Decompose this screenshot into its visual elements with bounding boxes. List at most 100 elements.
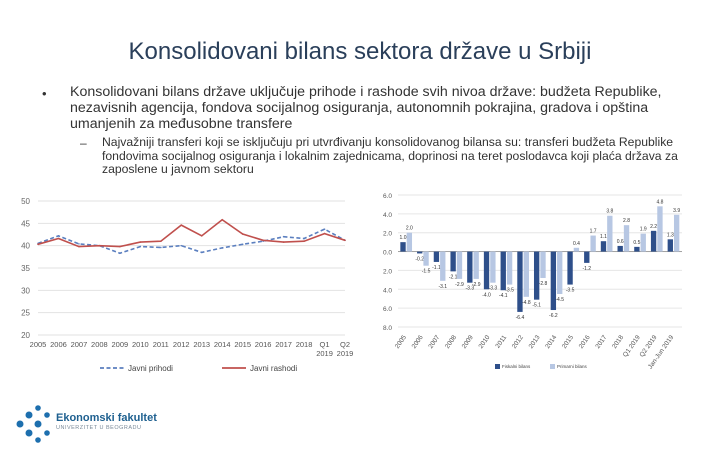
x-tick-label: 2013 — [193, 340, 210, 349]
legend-label: Javni prihodi — [128, 364, 173, 373]
expenditure-series-line — [37, 218, 346, 248]
data-point — [119, 245, 121, 248]
bar-value-label: -3.5 — [566, 288, 575, 294]
bar-value-label: -4.8 — [522, 300, 531, 306]
x-tick-label: 2009 — [112, 340, 129, 349]
bar-value-label: -2.9 — [455, 282, 464, 288]
data-point — [221, 218, 223, 221]
bar — [467, 251, 473, 283]
bar — [607, 215, 613, 252]
legend-label: Fiskalni bilans — [502, 364, 531, 369]
data-point — [241, 233, 244, 235]
bar — [567, 251, 573, 285]
x-tick-sublabel: 2019 — [316, 349, 333, 358]
data-point — [200, 251, 203, 254]
x-tick-label: 2010 — [132, 340, 149, 349]
bar-value-label: -4.5 — [555, 297, 564, 303]
bar-value-label: 2.2 — [650, 224, 657, 230]
bar-value-label: -6.2 — [549, 313, 558, 319]
bar — [600, 241, 607, 252]
data-point — [221, 247, 223, 249]
data-point — [180, 244, 183, 247]
x-tick-label: Q2 — [340, 340, 350, 349]
y-tick-label: 6.0 — [383, 193, 392, 200]
bar — [517, 251, 523, 312]
fiscal-balance-bar-chart: 6.04.02.00.02.04.06.08.01.0-0.2-1.1-2.1-… — [383, 193, 682, 370]
bar — [533, 251, 540, 300]
university-logo-icon — [16, 405, 50, 443]
x-tick-label: 2008 — [444, 334, 458, 350]
x-tick-label: 2006 — [50, 340, 67, 349]
data-point — [303, 240, 305, 242]
slide-title: Konsolidovani bilans sektora države u Sr… — [128, 38, 592, 65]
x-tick-label: 2015 — [234, 340, 251, 349]
bar-value-label: 1.7 — [590, 229, 597, 235]
x-tick-label: 2016 — [578, 334, 592, 350]
x-tick-label: 2011 — [153, 340, 169, 349]
y-tick-label: 30 — [21, 286, 30, 295]
logo-subtitle: UNIVERZITET U BEOGRADU — [56, 425, 142, 431]
bullet-text: Konsolidovani bilans države uključuje pr… — [70, 84, 662, 132]
data-point — [78, 245, 80, 248]
bar — [523, 251, 529, 297]
bar-value-label: -4.1 — [499, 293, 508, 299]
bar-value-label: 0.6 — [617, 239, 624, 245]
data-point — [303, 237, 305, 240]
data-point — [119, 252, 121, 255]
data-point — [282, 235, 285, 238]
bar-value-label: -3.3 — [489, 286, 498, 292]
bar — [417, 251, 423, 254]
x-tick-label: 2013 — [528, 334, 542, 350]
bar — [433, 251, 440, 262]
bar-value-label: 0.4 — [573, 241, 580, 247]
x-tick-label: 2007 — [71, 340, 88, 349]
x-tick-label: 2014 — [544, 334, 558, 350]
x-tick-label: 2012 — [511, 334, 525, 350]
bar-value-label: -2.8 — [539, 281, 548, 287]
bar — [440, 251, 446, 281]
y-tick-label: 35 — [21, 264, 30, 273]
bar-value-label: -3.1 — [438, 284, 447, 290]
x-tick-label: 2017 — [594, 334, 608, 350]
bar-value-label: -3.3 — [466, 286, 475, 292]
bar-value-label: 3.9 — [673, 208, 680, 214]
data-point — [78, 243, 80, 245]
y-tick-label: 2.0 — [383, 268, 392, 275]
bar-value-label: 1.1 — [600, 234, 607, 240]
bar-value-label: -2.1 — [449, 274, 458, 280]
bar-value-label: -1.2 — [582, 266, 591, 272]
x-tick-label: 2018 — [611, 334, 625, 350]
bar — [550, 251, 557, 311]
bar-value-label: 3.8 — [606, 209, 613, 215]
data-point — [37, 243, 39, 246]
bar — [506, 251, 513, 285]
bar — [584, 251, 590, 263]
bar — [623, 225, 630, 252]
data-point — [323, 232, 326, 235]
revenue-expenditure-line-chart: 20 25 30 35 40 45 50 2005 2006 2007 2008 2009 2010 20… — [21, 197, 353, 373]
revenue-series-line — [37, 228, 346, 255]
data-point — [139, 245, 142, 248]
bar — [650, 230, 657, 252]
bar-value-label: 1.9 — [640, 227, 647, 233]
legend-label: Javni rashodi — [250, 364, 297, 373]
y-tick-label: 8.0 — [383, 325, 392, 332]
y-tick-label: 45 — [21, 219, 30, 228]
x-tick-label: 2014 — [214, 340, 231, 349]
x-tick-label: 2010 — [477, 334, 491, 350]
bar — [617, 245, 623, 252]
y-tick-label: 4.0 — [383, 287, 392, 294]
x-tick-label: 2005 — [394, 334, 408, 350]
y-tick-label: 20 — [21, 331, 30, 340]
bar-value-label: 2.8 — [623, 218, 630, 224]
bar — [490, 251, 496, 283]
bar-value-label: -3.5 — [505, 288, 514, 294]
bar — [557, 251, 563, 294]
x-tick-label: 2012 — [173, 340, 190, 349]
bar-value-label: -2.9 — [472, 282, 481, 288]
y-tick-label: 2.0 — [383, 231, 392, 238]
legend-swatch — [495, 364, 500, 369]
x-tick-label: 2017 — [275, 340, 292, 349]
data-point — [180, 224, 183, 226]
bar — [657, 206, 663, 252]
